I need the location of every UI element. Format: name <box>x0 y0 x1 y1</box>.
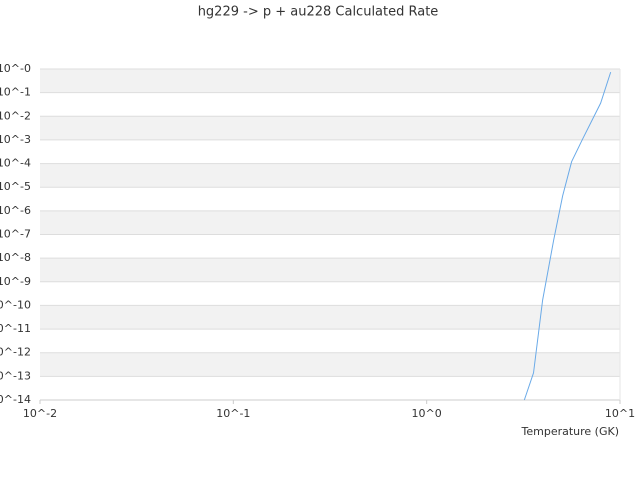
data-line <box>523 71 612 401</box>
x-axis-label: Temperature (GK) <box>521 425 620 438</box>
y-tick-label: 10^-12 <box>0 346 31 359</box>
y-tick-label: 10^-0 <box>0 62 31 75</box>
grid-band <box>40 258 620 282</box>
y-tick-label: 10^-9 <box>0 275 31 288</box>
y-tick-label: 10^-4 <box>0 157 31 170</box>
y-tick-label: 10^-3 <box>0 133 31 146</box>
x-tick-label: 10^0 <box>412 407 442 420</box>
x-tick-label: 10^-1 <box>216 407 250 420</box>
grid-band <box>40 116 620 140</box>
grid-band <box>40 69 620 93</box>
y-tick-label: 10^-11 <box>0 322 31 335</box>
grid-band <box>40 305 620 330</box>
x-tick-label: 10^-2 <box>23 407 57 420</box>
grid-band <box>40 352 620 377</box>
x-tick-label: 10^1 <box>605 407 635 420</box>
y-tick-label: 10^-5 <box>0 180 31 193</box>
y-tick-label: 10^-7 <box>0 228 31 241</box>
y-tick-label: 10^-6 <box>0 204 31 217</box>
chart-title: hg229 -> p + au228 Calculated Rate <box>198 5 439 20</box>
y-tick-label: 10^-1 <box>0 86 31 99</box>
y-tick-label: 10^-14 <box>0 393 31 406</box>
y-tick-label: 10^-13 <box>0 369 31 382</box>
y-tick-label: 10^-10 <box>0 298 31 311</box>
y-tick-label: 10^-8 <box>0 251 31 264</box>
grid-band <box>40 210 620 235</box>
grid-band <box>40 163 620 188</box>
y-tick-label: 10^-2 <box>0 109 31 122</box>
